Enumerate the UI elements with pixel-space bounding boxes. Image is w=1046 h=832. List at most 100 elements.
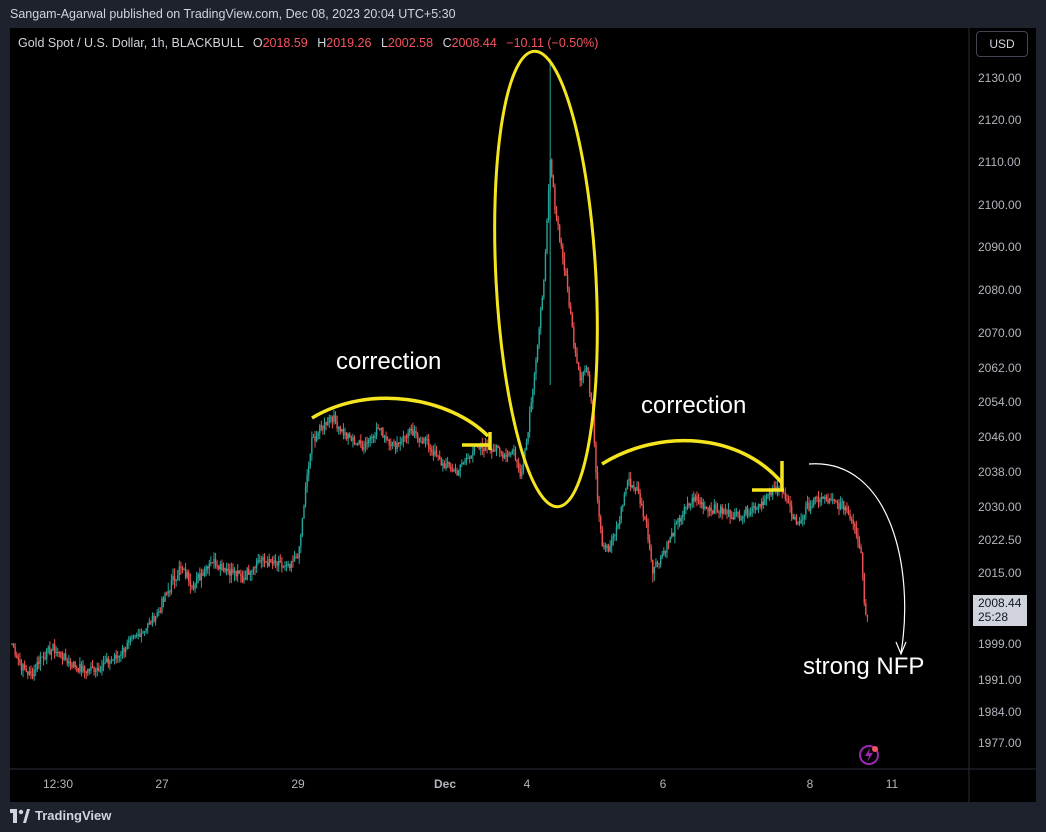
candle-body <box>199 574 201 581</box>
candle-body <box>590 393 592 402</box>
candle-body <box>254 566 256 568</box>
candle-body <box>858 541 861 548</box>
candle-body <box>331 416 334 422</box>
currency-button[interactable]: USD <box>976 31 1028 57</box>
candle-body <box>500 450 502 453</box>
candle-body <box>126 642 128 649</box>
candle-body <box>631 485 633 488</box>
candle-body <box>813 499 815 506</box>
candle-body <box>824 496 826 499</box>
candle-body <box>451 470 454 472</box>
candle-body <box>325 422 327 425</box>
candle-body <box>710 507 712 511</box>
candle-body <box>426 439 428 441</box>
candle-body <box>642 504 645 517</box>
candle-body <box>293 556 296 562</box>
candle-body <box>14 647 16 656</box>
candle-body <box>547 190 550 221</box>
candle-body <box>303 505 305 519</box>
candle-body <box>835 500 837 502</box>
candle-body <box>609 546 611 552</box>
candle-body <box>502 452 504 458</box>
candle-body <box>191 584 193 587</box>
candle-body <box>71 664 73 668</box>
candle-body <box>211 562 214 564</box>
open-label: O <box>252 36 263 50</box>
candle-body <box>472 451 474 456</box>
candle-body <box>218 566 220 570</box>
candle-body <box>27 671 29 675</box>
candle-body <box>82 666 84 672</box>
high-label: H <box>317 36 327 50</box>
candle-body <box>644 516 646 520</box>
candle-body <box>831 499 834 501</box>
candle-body <box>147 624 149 629</box>
candle-body <box>446 462 449 464</box>
candle-body <box>527 431 529 442</box>
candle-body <box>397 442 400 444</box>
candle-body <box>595 443 597 473</box>
candle-body <box>16 655 18 658</box>
candle-body <box>333 415 335 422</box>
candle-body <box>598 499 600 517</box>
candle-body <box>686 503 689 508</box>
candle-body <box>593 414 596 444</box>
x-tick-label: 6 <box>660 777 667 791</box>
candle-body <box>532 388 534 403</box>
price-chart[interactable]: 2130.00 2120.00 2110.00 2100.00 2090.00 2080.… <box>10 28 1036 802</box>
candle-body <box>374 435 376 439</box>
candle-body <box>399 441 401 444</box>
candle-body <box>251 569 253 573</box>
candle-body <box>186 572 188 578</box>
candle-body <box>145 628 147 632</box>
candle-body <box>312 437 315 439</box>
candle-body <box>751 507 753 512</box>
candle-body <box>263 557 266 562</box>
candle-body <box>716 508 719 513</box>
candle-body <box>214 558 217 566</box>
candle-body <box>611 538 613 547</box>
candle-body <box>289 564 291 569</box>
candle-body <box>315 436 318 442</box>
candle-body <box>768 490 771 495</box>
candle-body <box>104 662 106 664</box>
candle-body <box>63 653 65 660</box>
lightning-icon[interactable] <box>858 744 880 766</box>
candle-body <box>323 422 326 430</box>
candle-body <box>738 514 741 520</box>
x-tick-label: 27 <box>155 777 169 791</box>
symbol-name[interactable]: Gold Spot / U.S. Dollar, 1h, BLACKBULL <box>18 36 244 50</box>
tradingview-logo[interactable]: TradingView <box>10 808 111 823</box>
candle-body <box>770 490 772 496</box>
candle-body <box>53 643 56 653</box>
candle-body <box>491 449 493 452</box>
candle-body <box>563 258 566 271</box>
candle-body <box>418 437 420 442</box>
candle-body <box>139 634 141 637</box>
y-tick-label: 2062.00 <box>978 361 1022 375</box>
candle-body <box>38 661 40 664</box>
candle-body <box>620 507 622 520</box>
candle-body <box>227 568 229 571</box>
candle-body <box>91 666 94 668</box>
y-tick-label: 2030.00 <box>978 500 1022 514</box>
candle-body <box>623 494 626 505</box>
candle-body <box>158 611 160 613</box>
candle-body <box>514 449 517 460</box>
change-value: −10.11 (−0.50%) <box>506 36 599 50</box>
candle-body <box>790 506 793 516</box>
y-tick-label: 1999.00 <box>978 637 1022 651</box>
candle-body <box>735 511 738 513</box>
candle-body <box>151 615 154 624</box>
candle-body <box>382 427 384 438</box>
candle-body <box>98 667 100 672</box>
candle-body <box>66 659 68 664</box>
chart-frame[interactable]: Gold Spot / U.S. Dollar, 1h, BLACKBULL O… <box>10 28 1036 802</box>
candle-body <box>833 499 835 501</box>
candle-body <box>685 507 687 509</box>
candle-body <box>68 661 70 664</box>
candle-body <box>52 643 54 651</box>
candle-body <box>536 344 539 360</box>
candle-body <box>723 509 725 514</box>
candle-body <box>817 497 820 503</box>
